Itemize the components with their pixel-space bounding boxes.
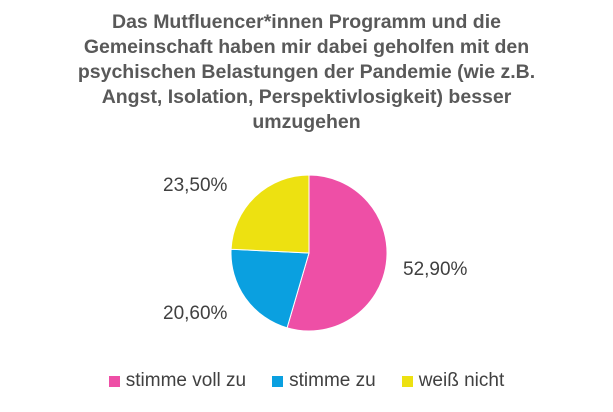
legend-entry-2: stimme zu — [272, 370, 376, 392]
legend-swatch — [108, 375, 120, 387]
data-label-1: 52,90% — [403, 259, 468, 280]
legend-label: stimme voll zu — [125, 370, 247, 391]
chart-title: Das Mutfluencer*innen Programm und die G… — [77, 11, 536, 133]
data-label-2: 20,60% — [163, 303, 228, 324]
legend-swatch — [401, 375, 413, 387]
pie-slice-3 — [230, 174, 310, 254]
legend-entry-1: stimme voll zu — [108, 370, 247, 392]
data-label-3: 23,50% — [163, 175, 228, 196]
legend-swatch — [272, 375, 284, 387]
legend-label: weiß nicht — [418, 370, 505, 391]
legend: stimme voll zu stimme zu weiß nicht — [0, 370, 613, 392]
pie-slice-1 — [286, 174, 388, 332]
legend-label: stimme zu — [289, 370, 376, 391]
pie-slice-2 — [230, 248, 310, 329]
legend-entry-3: weiß nicht — [401, 370, 505, 392]
